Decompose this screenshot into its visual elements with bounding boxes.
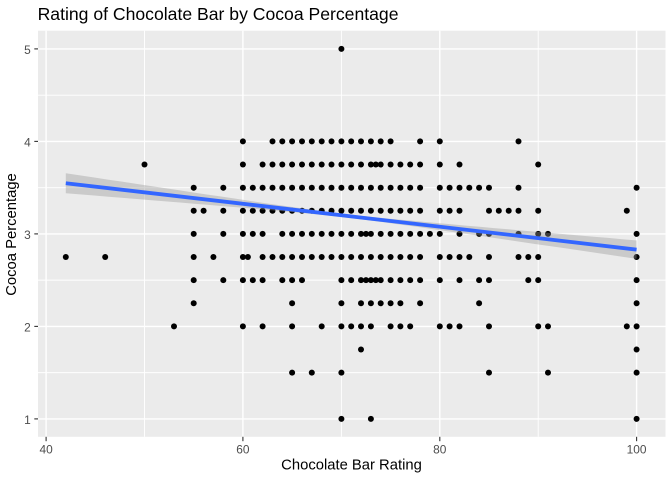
svg-text:1: 1: [24, 413, 31, 427]
svg-text:80: 80: [433, 443, 447, 457]
svg-text:2: 2: [24, 320, 31, 334]
svg-text:Rating of Chocolate Bar by Coc: Rating of Chocolate Bar by Cocoa Percent…: [38, 4, 399, 24]
svg-text:Chocolate Bar Rating: Chocolate Bar Rating: [281, 458, 422, 474]
svg-text:5: 5: [24, 43, 31, 57]
svg-text:60: 60: [236, 443, 250, 457]
svg-text:4: 4: [24, 135, 31, 149]
svg-text:100: 100: [627, 443, 647, 457]
svg-text:3: 3: [24, 228, 31, 242]
svg-text:40: 40: [39, 443, 53, 457]
svg-text:Cocoa Percentage: Cocoa Percentage: [4, 173, 20, 296]
